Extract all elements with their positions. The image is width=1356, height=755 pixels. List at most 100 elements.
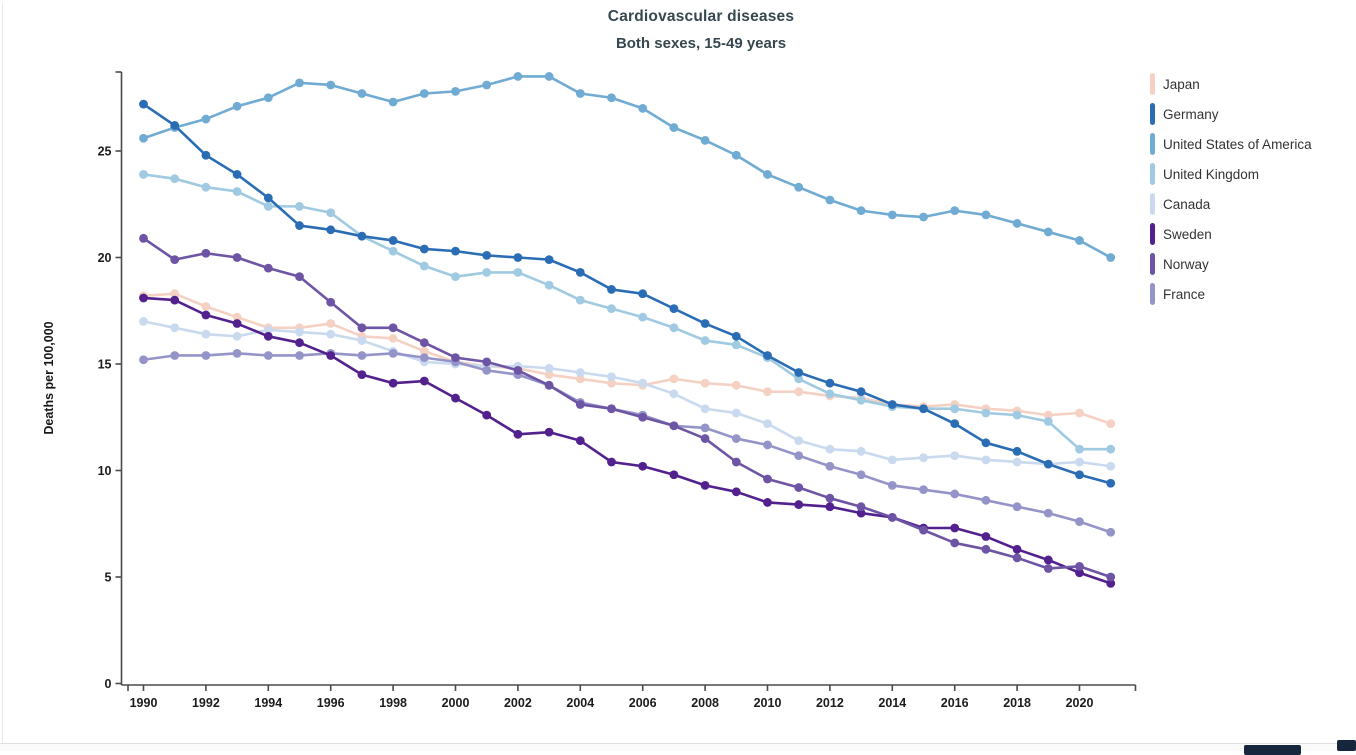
data-point-sweden-2007[interactable] [669,470,679,480]
data-point-united-states-of-america-2008[interactable] [700,135,710,145]
data-point-germany-1999[interactable] [419,244,429,254]
data-point-united-kingdom-2019[interactable] [1043,417,1053,426]
data-point-canada-1990[interactable] [139,317,148,326]
data-point-sweden-1998[interactable] [388,378,398,388]
data-point-united-kingdom-2000[interactable] [451,272,460,282]
data-point-united-states-of-america-2010[interactable] [763,170,772,179]
data-point-norway-2010[interactable] [763,474,772,484]
data-point-germany-2004[interactable] [575,268,585,277]
data-point-sweden-2002[interactable] [513,429,523,439]
legend-item-france[interactable]: France [1150,283,1312,305]
data-point-norway-1991[interactable] [170,255,180,265]
data-point-france-2019[interactable] [1043,508,1053,518]
series-france[interactable] [139,348,1116,537]
data-point-united-states-of-america-2002[interactable] [513,72,523,81]
data-point-united-states-of-america-2009[interactable] [731,150,741,160]
data-point-sweden-1994[interactable] [263,331,273,341]
data-point-sweden-2004[interactable] [575,436,585,446]
data-point-norway-2019[interactable] [1043,564,1053,573]
series-canada[interactable] [139,317,1116,471]
data-point-france-2011[interactable] [794,451,804,460]
series-united-states-of-america[interactable] [139,72,1116,262]
data-point-united-states-of-america-2007[interactable] [669,123,679,132]
data-point-united-kingdom-2013[interactable] [856,395,866,405]
data-point-norway-2017[interactable] [981,544,991,554]
data-point-canada-1992[interactable] [201,329,211,339]
data-point-sweden-1990[interactable] [139,293,148,303]
data-point-sweden-2013[interactable] [856,508,866,518]
data-point-united-kingdom-2009[interactable] [731,340,741,350]
data-point-sweden-1993[interactable] [232,319,242,328]
data-point-sweden-2003[interactable] [544,427,554,437]
data-point-norway-2016[interactable] [950,538,960,548]
data-point-germany-2020[interactable] [1075,470,1084,480]
data-point-germany-2021[interactable] [1106,478,1116,488]
data-point-germany-2007[interactable] [669,304,679,314]
data-point-france-1999[interactable] [419,353,429,363]
data-point-germany-2014[interactable] [887,400,897,409]
data-point-united-states-of-america-2013[interactable] [856,206,866,216]
data-point-canada-2013[interactable] [856,446,866,456]
data-point-united-states-of-america-2018[interactable] [1012,219,1022,228]
cutoff-toolbar-button[interactable] [1244,745,1301,755]
data-point-germany-2018[interactable] [1012,446,1022,456]
data-point-united-kingdom-1991[interactable] [170,174,180,184]
data-point-norway-2011[interactable] [794,483,804,492]
data-point-united-states-of-america-2017[interactable] [981,210,991,220]
data-point-germany-2002[interactable] [513,253,523,262]
data-point-united-kingdom-2021[interactable] [1106,444,1116,454]
data-point-germany-2011[interactable] [794,368,804,377]
data-point-canada-2003[interactable] [544,363,554,373]
data-point-norway-1993[interactable] [232,253,242,262]
data-point-japan-2004[interactable] [575,374,585,384]
data-point-sweden-1997[interactable] [357,370,367,380]
data-point-sweden-2010[interactable] [763,498,772,507]
data-point-united-states-of-america-2004[interactable] [575,89,585,98]
data-point-norway-1999[interactable] [419,338,429,348]
data-point-united-states-of-america-1992[interactable] [201,114,211,124]
data-point-norway-2013[interactable] [856,502,866,512]
data-point-france-2012[interactable] [825,461,835,471]
cutoff-toolbar-button-2[interactable] [1337,740,1356,751]
data-point-norway-2021[interactable] [1106,572,1116,582]
series-sweden[interactable] [139,293,1116,588]
legend-item-japan[interactable]: Japan [1150,73,1312,95]
data-point-united-kingdom-2018[interactable] [1012,410,1022,420]
data-point-canada-2021[interactable] [1106,461,1116,471]
data-point-united-kingdom-2016[interactable] [950,404,960,414]
data-point-japan-2019[interactable] [1043,410,1053,420]
data-point-germany-1991[interactable] [170,121,180,130]
data-point-norway-2004[interactable] [575,400,585,409]
data-point-sweden-1996[interactable] [326,351,336,360]
data-point-sweden-2012[interactable] [825,502,835,512]
data-point-norway-2002[interactable] [513,365,523,375]
series-germany[interactable] [139,99,1116,488]
data-point-canada-2015[interactable] [919,453,928,463]
data-point-united-kingdom-1992[interactable] [201,182,211,192]
data-point-norway-1990[interactable] [139,233,148,243]
legend-item-germany[interactable]: Germany [1150,103,1312,125]
data-point-france-2017[interactable] [981,495,991,505]
data-point-germany-2005[interactable] [607,285,616,294]
data-point-sweden-1991[interactable] [170,295,180,305]
data-point-canada-1994[interactable] [263,325,273,335]
data-point-united-states-of-america-2012[interactable] [825,195,835,205]
data-point-united-states-of-america-1998[interactable] [388,97,398,107]
data-point-japan-1998[interactable] [388,334,398,343]
data-point-norway-1997[interactable] [357,323,367,333]
data-point-norway-2014[interactable] [887,512,897,522]
data-point-norway-2005[interactable] [607,404,616,414]
data-point-germany-1994[interactable] [263,193,273,203]
data-point-norway-2015[interactable] [919,525,928,535]
data-point-germany-1995[interactable] [295,221,304,230]
data-point-norway-2009[interactable] [731,457,741,467]
data-point-germany-2009[interactable] [731,331,741,341]
data-point-sweden-2005[interactable] [607,457,616,467]
data-point-france-2008[interactable] [700,423,710,433]
data-point-norway-2007[interactable] [669,421,679,431]
data-point-france-2016[interactable] [950,489,960,499]
data-point-canada-1991[interactable] [170,323,180,333]
data-point-norway-2008[interactable] [700,434,710,443]
data-point-united-states-of-america-1990[interactable] [139,133,148,143]
data-point-france-2021[interactable] [1106,527,1116,537]
